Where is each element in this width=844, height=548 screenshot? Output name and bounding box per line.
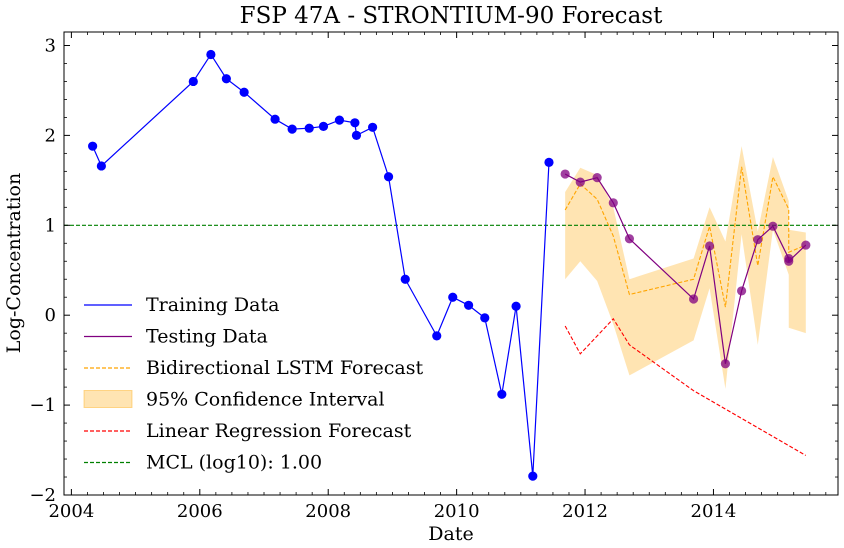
legend-label: MCL (log10): 1.00 [146,452,322,474]
legend-label: Testing Data [146,326,268,348]
legend: Training Data Testing Data Bidirectional L… [83,294,424,474]
data-point [704,241,715,251]
x-tick-label: 2014 [691,501,737,522]
y-tick-label: −2 [29,485,56,506]
data-point [334,115,345,125]
data-point [528,471,538,481]
x-tick-label: 2006 [177,501,223,522]
data-point [497,389,507,399]
data-point [318,121,329,131]
y-axis-label: Log-Concentration [3,173,25,353]
data-point [239,87,249,97]
data-point [206,49,216,60]
data-point [480,313,490,323]
x-tick-label: 2012 [562,501,608,522]
data-point [720,359,731,369]
data-point [270,114,280,124]
data-point [96,161,106,171]
plot-frame [63,31,839,496]
data-point [383,172,394,182]
legend-swatch [83,390,133,408]
data-point [304,123,314,133]
legend-label: 95% Confidence Interval [146,389,385,411]
y-tick-label: 1 [45,215,56,236]
data-point [544,157,554,167]
data-point [688,294,699,304]
data-point [560,169,570,179]
legend-label: Bidirectional LSTM Forecast [146,357,424,379]
data-point [188,76,198,87]
data-line-0 [92,53,550,477]
data-point [432,331,442,341]
forecast-line-1 [564,317,807,456]
data-point [463,300,474,310]
data-line-1 [564,173,807,364]
data-point [448,292,458,302]
data-point [350,118,360,128]
legend-label: Linear Regression Forecast [146,420,412,442]
data-point [88,141,98,151]
x-axis-label: Date [428,523,473,545]
x-tick-label: 2004 [48,501,94,522]
data-point [768,221,778,231]
x-tick-label: 2010 [434,501,480,522]
data-point [784,256,794,266]
data-point [624,234,635,244]
data-point [287,124,297,134]
series-layer [64,49,838,481]
data-point [608,198,618,208]
y-tick-label: −1 [29,395,56,416]
data-point [753,235,763,245]
data-point [221,74,231,84]
data-point [801,240,811,250]
y-tick-label: 0 [45,305,56,326]
y-tick-label: 3 [45,35,56,56]
data-point [737,286,747,296]
data-point [575,177,585,187]
confidence-band-layer [565,146,806,389]
confidence-band [565,146,806,389]
y-tick-label: 2 [45,125,56,146]
legend-label: Training Data [146,294,279,316]
chart-title: FSP 47A - STRONTIUM-90 Forecast [240,3,663,29]
data-point [351,130,362,140]
data-point [511,301,521,311]
data-point [367,122,378,132]
x-tick-label: 2008 [305,501,351,522]
data-point [592,173,602,183]
data-point [400,274,410,284]
